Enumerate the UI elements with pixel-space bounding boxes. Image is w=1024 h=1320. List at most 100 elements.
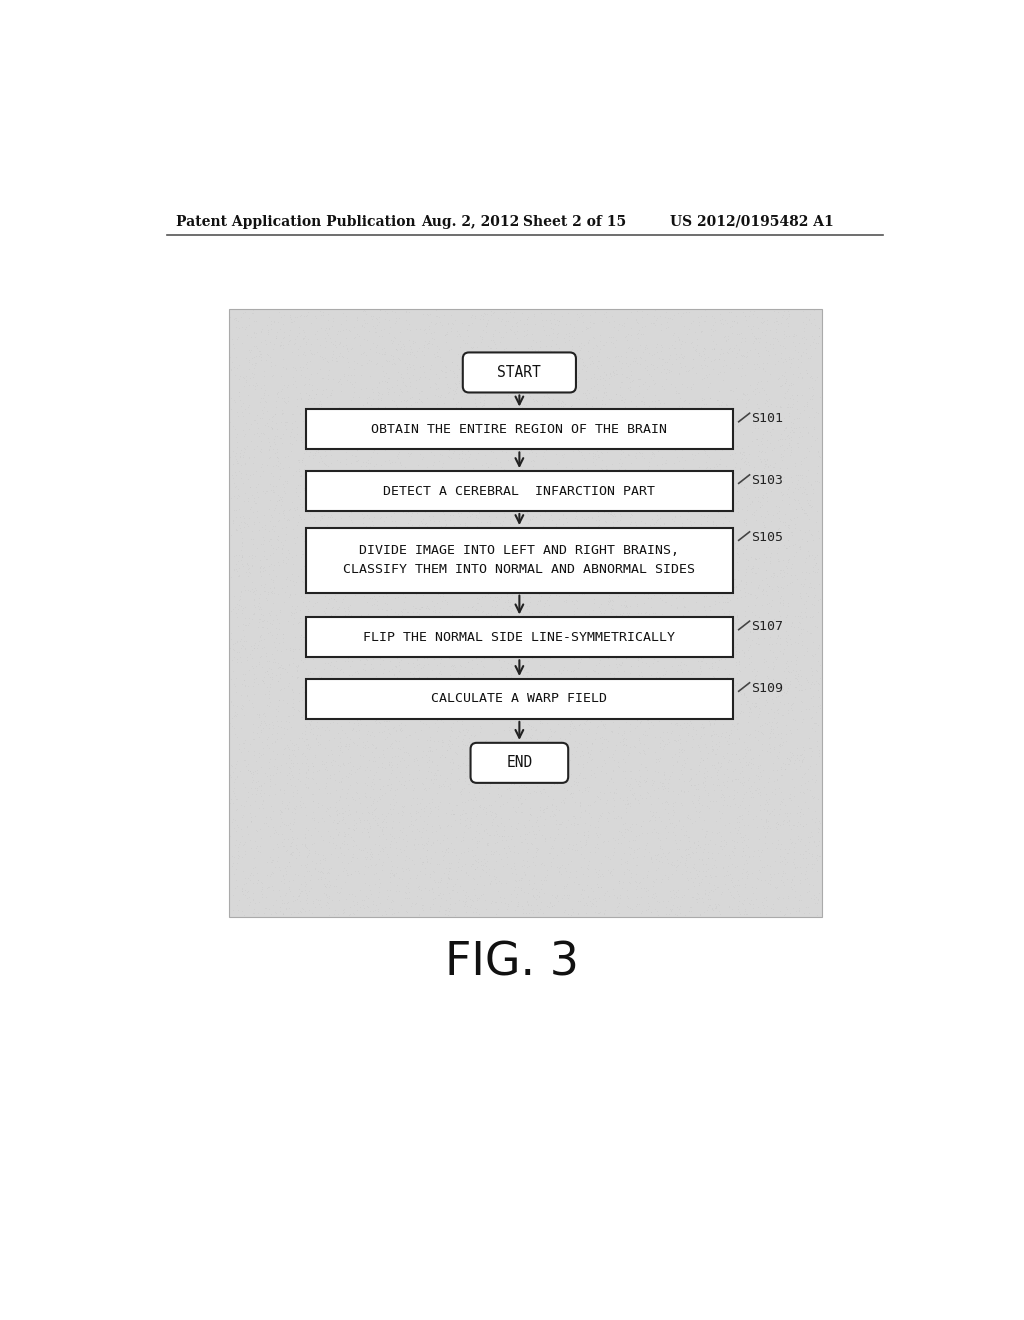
Point (331, 810, 347, 832)
Point (553, 467, 569, 488)
Point (259, 412, 275, 433)
Point (270, 455, 287, 477)
Point (678, 667, 694, 688)
Point (646, 678, 663, 700)
Point (348, 781, 365, 803)
Point (775, 352, 792, 374)
Point (479, 553, 496, 574)
Point (756, 516, 772, 537)
Point (721, 845, 737, 866)
Point (699, 480, 716, 502)
Point (754, 715, 770, 737)
Point (391, 751, 408, 772)
Point (691, 413, 708, 434)
Point (523, 463, 540, 484)
Point (365, 441, 381, 462)
Point (782, 803, 799, 824)
Point (734, 640, 751, 661)
Point (710, 751, 726, 772)
Point (229, 651, 246, 672)
Point (292, 882, 308, 903)
Point (574, 887, 591, 908)
Point (531, 721, 548, 742)
Point (600, 503, 616, 524)
Point (345, 731, 361, 752)
Point (561, 486, 578, 507)
Point (609, 886, 626, 907)
Point (694, 498, 711, 519)
Point (580, 698, 596, 719)
Point (471, 830, 487, 851)
Point (418, 832, 434, 853)
Point (246, 672, 262, 693)
Point (333, 842, 349, 863)
Point (265, 310, 282, 331)
Point (422, 546, 438, 568)
Point (585, 436, 601, 457)
Point (366, 594, 382, 615)
Point (753, 841, 769, 862)
Point (764, 440, 780, 461)
Point (654, 348, 671, 370)
Point (498, 310, 514, 331)
Point (326, 562, 342, 583)
Point (386, 665, 402, 686)
Point (396, 775, 413, 796)
Point (518, 751, 535, 772)
Point (238, 832, 254, 853)
Point (672, 527, 688, 548)
Point (262, 771, 279, 792)
Point (412, 598, 428, 619)
Point (537, 319, 553, 341)
Point (297, 828, 313, 849)
Point (295, 411, 311, 432)
Point (544, 668, 560, 689)
Point (811, 573, 827, 594)
Point (692, 491, 709, 512)
Point (745, 380, 762, 401)
Point (713, 304, 729, 325)
Point (319, 886, 336, 907)
Point (476, 546, 493, 568)
Point (498, 338, 514, 359)
Point (442, 603, 459, 624)
Point (549, 702, 565, 723)
Point (268, 438, 285, 459)
Point (273, 487, 290, 508)
Point (477, 603, 494, 624)
Point (679, 499, 695, 520)
Point (419, 457, 435, 478)
Point (375, 477, 391, 498)
Point (748, 668, 764, 689)
Point (253, 321, 269, 342)
Point (773, 308, 790, 329)
Point (579, 317, 595, 338)
Point (241, 579, 257, 601)
Point (654, 523, 671, 544)
Point (518, 527, 535, 548)
Point (359, 821, 376, 842)
Point (381, 660, 397, 681)
Point (435, 586, 452, 607)
Point (604, 577, 621, 598)
Point (336, 517, 352, 539)
Point (545, 477, 561, 498)
Point (778, 631, 795, 652)
Point (709, 540, 725, 561)
Point (330, 689, 346, 710)
Point (781, 671, 798, 692)
Point (489, 565, 506, 586)
Point (629, 894, 645, 915)
Point (283, 569, 299, 590)
Point (637, 371, 653, 392)
Point (756, 817, 772, 838)
Point (434, 502, 451, 523)
Text: Aug. 2, 2012: Aug. 2, 2012 (421, 215, 519, 228)
Point (256, 366, 272, 387)
Point (662, 432, 678, 453)
Point (711, 752, 727, 774)
Point (514, 458, 530, 479)
Point (362, 723, 379, 744)
Point (721, 734, 737, 755)
Point (713, 787, 729, 808)
